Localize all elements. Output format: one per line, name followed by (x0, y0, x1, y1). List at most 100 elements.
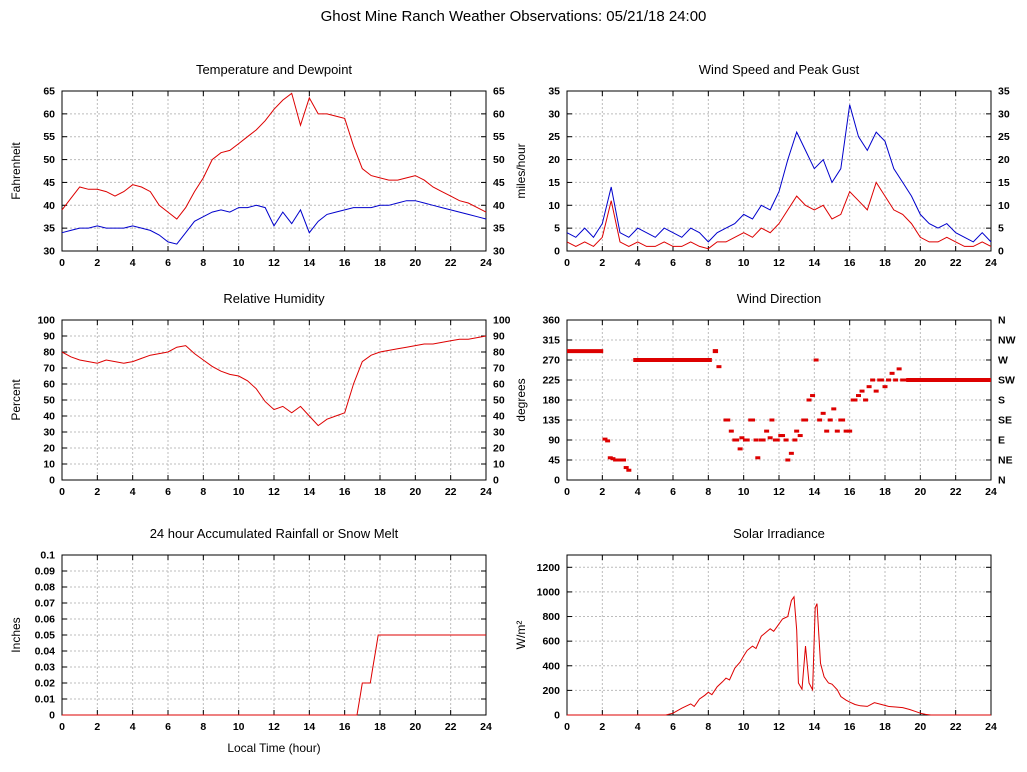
svg-text:10: 10 (738, 721, 750, 733)
svg-text:25: 25 (998, 131, 1010, 143)
svg-text:90: 90 (493, 331, 505, 343)
wind-direction-marker (769, 418, 775, 422)
svg-text:20: 20 (409, 486, 421, 498)
svg-text:800: 800 (542, 611, 560, 623)
svg-text:0: 0 (59, 721, 65, 733)
svg-text:5: 5 (998, 223, 1004, 235)
svg-text:70: 70 (43, 363, 55, 375)
svg-text:15: 15 (548, 177, 560, 189)
svg-text:22: 22 (950, 257, 962, 269)
svg-text:15: 15 (998, 177, 1010, 189)
svg-text:2: 2 (599, 257, 605, 269)
wind-direction-marker (810, 394, 816, 398)
svg-text:25: 25 (548, 131, 560, 143)
svg-text:4: 4 (635, 257, 641, 269)
wind-direction-marker (901, 378, 907, 382)
svg-text:60: 60 (43, 379, 55, 391)
wind-direction-marker (866, 385, 872, 389)
svg-text:45: 45 (548, 455, 560, 467)
svg-text:24: 24 (985, 257, 997, 269)
wind-direction-marker (824, 429, 830, 433)
wind-direction-marker (882, 385, 888, 389)
svg-text:20: 20 (914, 721, 926, 733)
svg-text:60: 60 (43, 108, 55, 120)
svg-text:6: 6 (165, 486, 171, 498)
svg-text:0.01: 0.01 (35, 694, 56, 706)
svg-text:12: 12 (268, 486, 280, 498)
wind-direction-marker (889, 371, 895, 375)
relative-humidity-ylabel: Percent (9, 379, 23, 421)
svg-text:30: 30 (493, 427, 505, 439)
wind-direction-marker (774, 438, 780, 442)
wind-speed-gust-ylabel: miles/hour (514, 143, 528, 198)
svg-text:0.07: 0.07 (35, 598, 56, 610)
wind-direction-marker (785, 458, 791, 462)
wind-direction-marker (794, 429, 800, 433)
svg-text:35: 35 (43, 223, 55, 235)
svg-text:80: 80 (493, 347, 505, 359)
svg-text:35: 35 (493, 223, 505, 235)
wind-direction-marker (750, 418, 755, 422)
wind-direction-marker (831, 407, 837, 411)
chart-wind-speed-gust: Wind Speed and Peak Gust 0 2 4 6 8 10 12 14 16 18 2… (505, 58, 1018, 293)
wind-direction-title: Wind Direction (737, 291, 822, 306)
wind-direction-marker (820, 411, 826, 415)
svg-text:20: 20 (409, 257, 421, 269)
svg-text:20: 20 (409, 721, 421, 733)
wind-direction-marker (873, 389, 879, 393)
svg-text:SW: SW (998, 375, 1015, 387)
svg-text:1000: 1000 (537, 586, 561, 598)
wind-direction-marker (607, 456, 613, 460)
wind-direction-marker (803, 418, 808, 422)
svg-text:16: 16 (844, 721, 856, 733)
svg-text:45: 45 (493, 177, 505, 189)
svg-text:50: 50 (493, 395, 505, 407)
svg-text:20: 20 (914, 257, 926, 269)
svg-text:24: 24 (480, 257, 492, 269)
svg-text:20: 20 (43, 443, 55, 455)
svg-text:18: 18 (879, 257, 891, 269)
svg-text:10: 10 (233, 721, 245, 733)
svg-text:8: 8 (705, 486, 711, 498)
svg-text:0: 0 (59, 486, 65, 498)
wind-direction-marker (605, 439, 611, 443)
chart-rainfall: 24 hour Accumulated Rainfall or Snow Mel… (0, 522, 513, 757)
svg-text:6: 6 (165, 257, 171, 269)
wind-direction-marker (725, 418, 731, 422)
svg-text:40: 40 (43, 200, 55, 212)
svg-text:1200: 1200 (537, 562, 561, 574)
svg-text:16: 16 (339, 486, 351, 498)
svg-text:0.02: 0.02 (35, 678, 56, 690)
rainfall-svg: 24 hour Accumulated Rainfall or Snow Mel… (9, 526, 492, 755)
svg-text:55: 55 (493, 131, 505, 143)
svg-text:360: 360 (542, 315, 560, 327)
svg-text:24: 24 (480, 486, 492, 498)
wind-direction-marker (852, 398, 858, 402)
svg-text:65: 65 (493, 86, 505, 98)
svg-text:S: S (998, 395, 1005, 407)
svg-text:0: 0 (554, 475, 560, 487)
svg-text:22: 22 (445, 486, 457, 498)
wind-direction-marker (618, 458, 624, 462)
svg-text:100: 100 (493, 315, 511, 327)
svg-text:0.08: 0.08 (35, 582, 56, 594)
svg-text:16: 16 (844, 486, 856, 498)
wind-direction-marker (610, 457, 616, 461)
wind-direction-marker (863, 398, 869, 402)
wind-direction-marker (716, 365, 722, 369)
svg-text:90: 90 (548, 435, 560, 447)
dewpoint-line (61, 200, 487, 245)
svg-text:16: 16 (339, 721, 351, 733)
svg-text:180: 180 (542, 395, 560, 407)
svg-text:0.1: 0.1 (40, 550, 55, 562)
svg-text:200: 200 (542, 685, 560, 697)
wind-direction-marker (840, 418, 846, 422)
wind-direction-marker (755, 456, 761, 460)
svg-text:24: 24 (480, 721, 492, 733)
wind-direction-marker (739, 436, 745, 440)
wind-direction-marker (896, 367, 902, 371)
wind-direction-marker (626, 468, 632, 472)
